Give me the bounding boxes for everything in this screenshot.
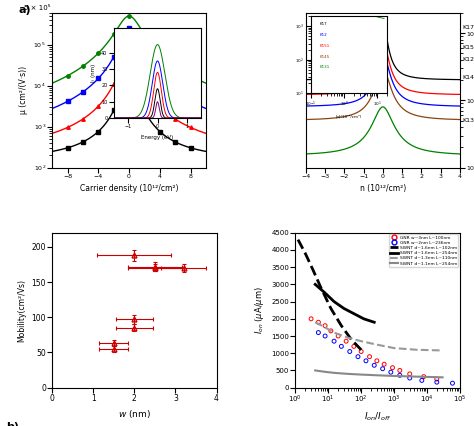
Point xyxy=(420,373,428,380)
Text: 5 × 10⁵: 5 × 10⁵ xyxy=(25,5,51,11)
Point xyxy=(371,362,378,368)
Text: b): b) xyxy=(6,422,19,426)
Point xyxy=(350,343,358,350)
Point xyxy=(396,372,404,379)
Point xyxy=(357,348,365,355)
Text: K130: K130 xyxy=(463,118,474,123)
Point xyxy=(362,357,370,364)
Y-axis label: Mobility(cm²/Vs): Mobility(cm²/Vs) xyxy=(17,279,26,342)
Point xyxy=(330,338,338,345)
Point xyxy=(346,348,354,355)
Y-axis label: $I_{on}$ ($\mu$A/$\mu$m): $I_{on}$ ($\mu$A/$\mu$m) xyxy=(253,286,265,334)
Text: K151: K151 xyxy=(463,46,474,51)
Point xyxy=(449,380,456,386)
Point xyxy=(315,319,322,325)
X-axis label: Carrier density (10¹²/cm²): Carrier density (10¹²/cm²) xyxy=(80,184,178,193)
Point xyxy=(321,322,329,329)
Point xyxy=(379,366,386,372)
Point xyxy=(373,357,381,364)
Point xyxy=(418,377,426,384)
Point xyxy=(406,371,413,377)
Text: K12: K12 xyxy=(463,58,474,62)
Point xyxy=(406,374,413,381)
Point xyxy=(387,369,395,376)
Point xyxy=(334,333,342,340)
Point xyxy=(433,376,441,383)
Point xyxy=(321,333,329,340)
Legend: GNR w~3nm L~100nm, GNR w~2nm L~236nm, SWNT d~1.6nm L~102nm, SWNT d~1.6nm L~254nm: GNR w~3nm L~100nm, GNR w~2nm L~236nm, SW… xyxy=(389,234,458,267)
Point xyxy=(380,361,388,368)
Text: K145: K145 xyxy=(463,75,474,80)
Point xyxy=(337,343,345,350)
Point xyxy=(354,353,362,360)
Point xyxy=(307,315,315,322)
X-axis label: $w$ (nm): $w$ (nm) xyxy=(118,409,151,420)
Point xyxy=(433,379,441,386)
Point xyxy=(366,353,374,360)
Text: a): a) xyxy=(18,5,31,15)
Point xyxy=(396,367,404,374)
X-axis label: n (10¹²/cm²): n (10¹²/cm²) xyxy=(360,184,406,193)
Text: K17: K17 xyxy=(463,25,474,30)
Point xyxy=(315,329,322,336)
Point xyxy=(389,364,396,371)
Point xyxy=(327,328,335,334)
X-axis label: $I_{on}/I_{off}$: $I_{on}/I_{off}$ xyxy=(364,411,392,423)
Point xyxy=(342,338,350,345)
Y-axis label: μ (cm²/(V·s)): μ (cm²/(V·s)) xyxy=(19,66,28,114)
